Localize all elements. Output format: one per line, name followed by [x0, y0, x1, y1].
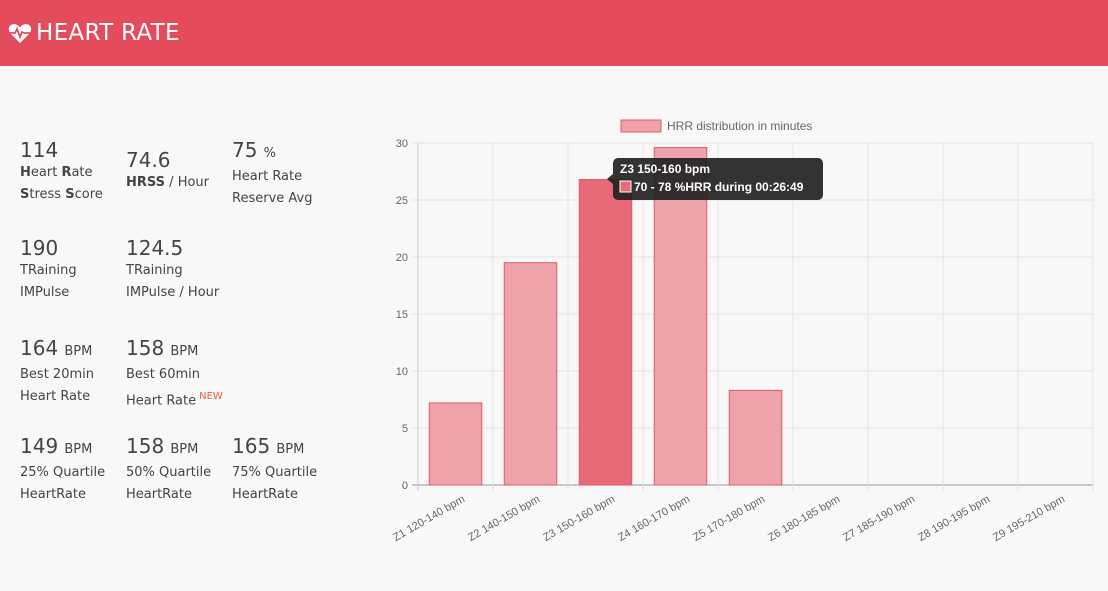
stat-value: 190: [20, 236, 77, 260]
y-tick-label: 25: [396, 195, 408, 207]
stat-value: 149 BPM: [20, 434, 105, 462]
stat-unit: BPM: [60, 442, 93, 457]
x-tick-label: Z3 150-160 bpm: [541, 493, 617, 544]
stat-label: 50% Quartile: [126, 465, 212, 480]
stat-number: 124.5: [126, 236, 184, 260]
tooltip-swatch: [619, 180, 632, 193]
stat-best-20min-hr: 164 BPM Best 20min Heart Rate: [20, 336, 94, 408]
hrr-chart: 0 5 10 15 20 25 30 Z1 120-140 bpm Z2 140-150 bpm…: [380, 66, 1108, 591]
stat-label: HeartRate: [232, 487, 298, 502]
x-tick-label: Z5 170-180 bpm: [691, 493, 767, 544]
bar: [653, 147, 708, 486]
stat-unit: %: [259, 146, 276, 161]
stat-label: Heart Rate: [20, 389, 91, 404]
stat-label: Heart Rate NEW: [126, 391, 223, 409]
stat-trimp: 190 TRaining IMPulse: [20, 236, 77, 304]
stats-panel: 114 Heart Rate Stress Score 74.6 HRSS / Hour…: [0, 66, 380, 591]
stat-number: 190: [20, 236, 59, 260]
stat-value: 158 BPM: [126, 434, 211, 462]
page-title: HEART RATE: [36, 20, 180, 46]
stat-number: 165: [232, 434, 271, 458]
stat-label: Heart Rate: [20, 165, 93, 180]
stat-number: 74.6: [126, 148, 171, 172]
x-tick-label: Z7 185-190 bpm: [841, 493, 917, 544]
stat-trimp-per-hour: 124.5 TRaining IMPulse / Hour: [126, 236, 219, 304]
x-tick-label: Z8 190-195 bpm: [916, 493, 992, 544]
stat-label: Best 20min: [20, 367, 94, 382]
stat-value: 158 BPM: [126, 336, 223, 364]
stat-number: 164: [20, 336, 59, 360]
stat-value: 114: [20, 138, 103, 162]
tooltip-body: 70 - 78 %HRR during 00:26:49: [634, 180, 804, 194]
legend-label: HRR distribution in minutes: [667, 119, 812, 133]
legend-swatch: [620, 119, 662, 133]
stat-unit: BPM: [60, 344, 93, 359]
stat-unit: BPM: [272, 442, 305, 457]
y-tick-label: 15: [396, 309, 408, 321]
new-badge: NEW: [199, 391, 223, 402]
bar: [428, 402, 483, 486]
y-tick-label: 5: [402, 423, 408, 435]
x-tick-label: Z6 180-185 bpm: [766, 493, 842, 544]
stat-number: 158: [126, 434, 165, 458]
x-tick-label: Z9 195-210 bpm: [991, 493, 1067, 544]
stat-label: TRaining: [20, 263, 77, 278]
stat-number: 158: [126, 336, 165, 360]
y-tick-label: 0: [402, 480, 408, 492]
stat-label: Best 60min: [126, 367, 200, 382]
stat-label: IMPulse: [20, 285, 70, 300]
y-tick-label: 20: [396, 252, 408, 264]
stat-label: 25% Quartile: [20, 465, 106, 480]
stat-label: Reserve Avg: [232, 191, 313, 206]
stat-value: 124.5: [126, 236, 219, 260]
stat-label: HeartRate: [20, 487, 86, 502]
tooltip-caret: [607, 174, 613, 184]
chart-svg: 0 5 10 15 20 25 30 Z1 120-140 bpm Z2 140-150 bpm…: [391, 119, 1094, 544]
stat-label: HRSS / Hour: [126, 175, 210, 190]
heartbeat-icon: [8, 24, 32, 43]
stat-hrr-avg: 75 % Heart Rate Reserve Avg: [232, 138, 312, 210]
stat-quartile-50: 158 BPM 50% Quartile HeartRate: [126, 434, 211, 506]
x-tick-label: Z2 140-150 bpm: [466, 493, 542, 544]
header-bar: HEART RATE: [0, 0, 1108, 66]
stat-number: 149: [20, 434, 59, 458]
stat-quartile-75: 165 BPM 75% Quartile HeartRate: [232, 434, 317, 506]
bar: [728, 389, 783, 486]
stat-number: 114: [20, 138, 59, 162]
y-tick-label: 30: [396, 138, 408, 150]
stat-value: 74.6: [126, 148, 209, 172]
stat-best-60min-hr: 158 BPM Best 60min Heart Rate NEW: [126, 336, 223, 412]
stat-label: Stress Score: [20, 187, 103, 202]
stat-label: HeartRate: [126, 487, 192, 502]
stat-value: 75 %: [232, 138, 312, 166]
stat-unit: BPM: [166, 442, 199, 457]
y-tick-label: 10: [396, 366, 408, 378]
stat-quartile-25: 149 BPM 25% Quartile HeartRate: [20, 434, 105, 506]
stat-hrss: 114 Heart Rate Stress Score: [20, 138, 103, 206]
bar: [503, 262, 558, 486]
x-tick-label: Z1 120-140 bpm: [391, 493, 467, 544]
stat-value: 165 BPM: [232, 434, 317, 462]
stat-label: Heart Rate: [232, 169, 303, 184]
bar: [578, 178, 633, 486]
stat-unit: BPM: [166, 344, 199, 359]
stat-value: 164 BPM: [20, 336, 94, 364]
x-tick-label: Z4 160-170 bpm: [616, 493, 692, 544]
stat-hrss-per-hour: 74.6 HRSS / Hour: [126, 148, 209, 194]
tooltip-title: Z3 150-160 bpm: [620, 162, 710, 176]
stat-label: TRaining: [126, 263, 183, 278]
tooltip-box: [613, 158, 823, 200]
stat-label: IMPulse / Hour: [126, 285, 220, 300]
stat-label: 75% Quartile: [232, 465, 318, 480]
stat-number: 75: [232, 138, 258, 162]
